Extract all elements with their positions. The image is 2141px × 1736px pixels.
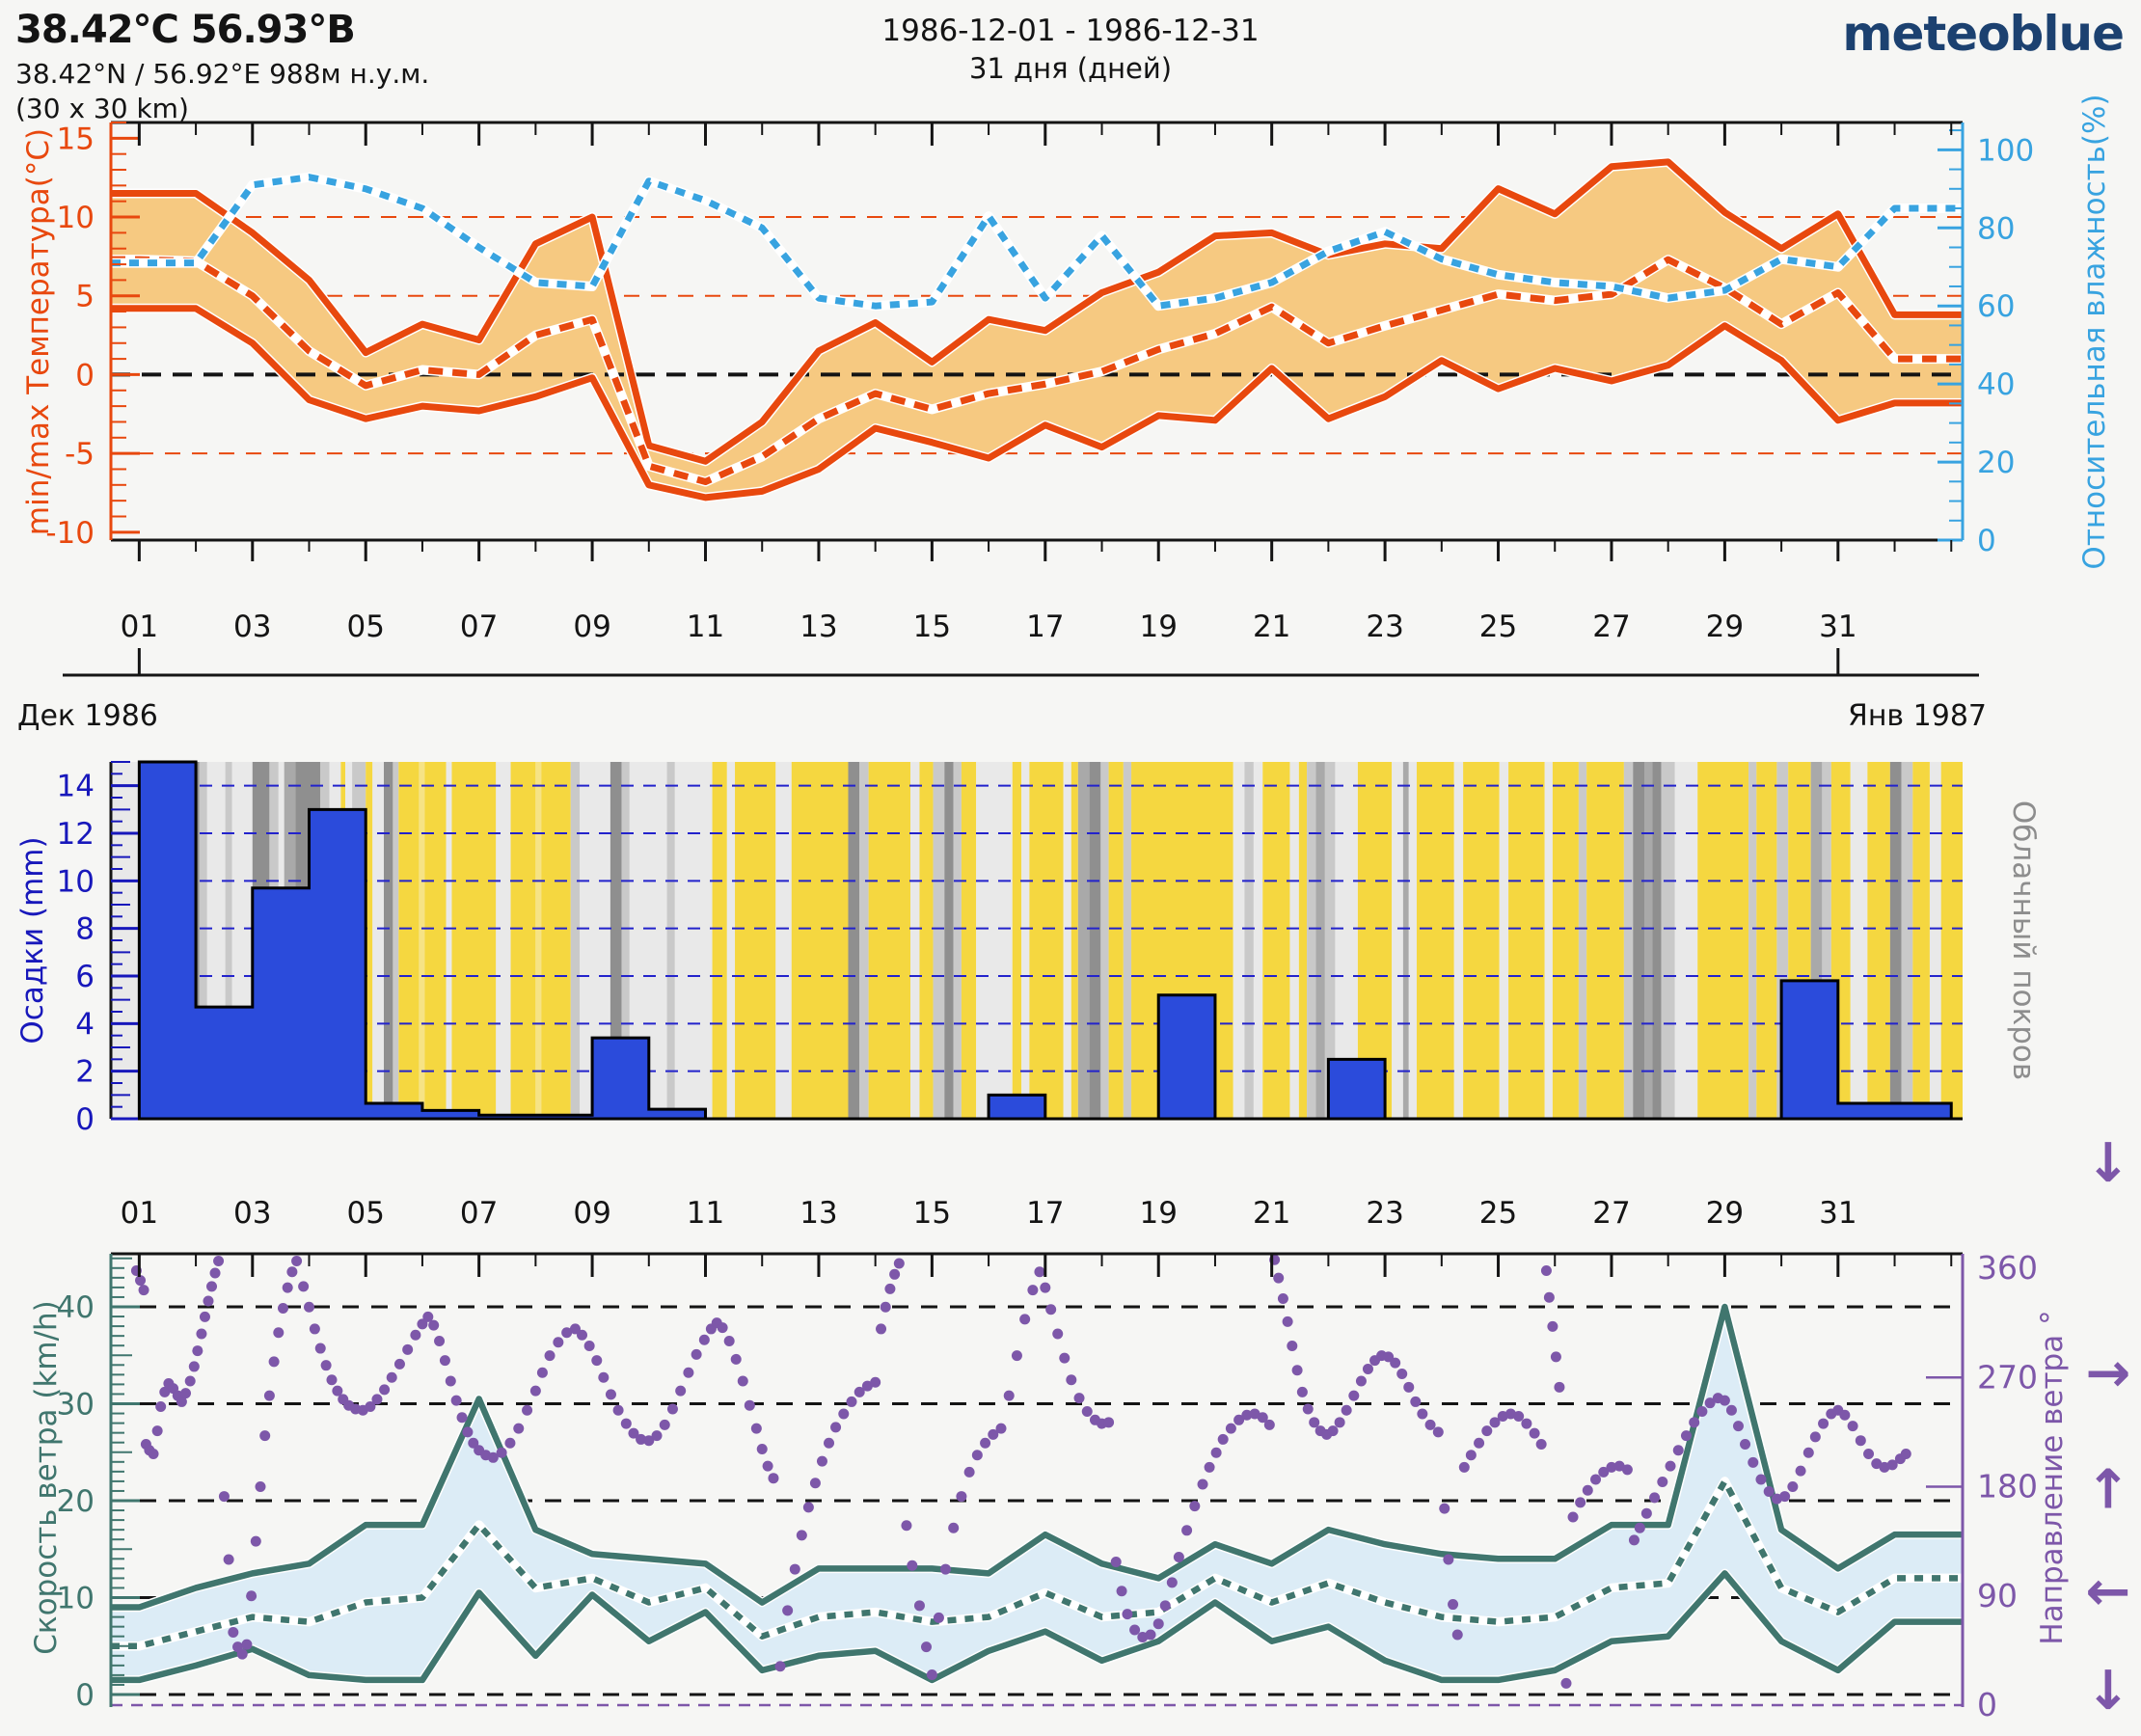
svg-text:05: 05 xyxy=(346,1196,384,1231)
svg-text:10: 10 xyxy=(57,201,95,235)
svg-text:80: 80 xyxy=(1977,211,2015,246)
svg-text:03: 03 xyxy=(233,1196,271,1231)
svg-text:05: 05 xyxy=(346,610,384,644)
svg-text:0: 0 xyxy=(75,1102,95,1137)
svg-text:09: 09 xyxy=(573,1196,610,1231)
svg-text:40: 40 xyxy=(57,1290,95,1325)
svg-text:-5: -5 xyxy=(65,437,95,472)
svg-text:↑: ↑ xyxy=(2086,1459,2131,1522)
svg-text:30: 30 xyxy=(57,1388,95,1423)
svg-text:5: 5 xyxy=(75,280,95,314)
svg-text:11: 11 xyxy=(687,610,724,644)
svg-text:21: 21 xyxy=(1253,1196,1290,1231)
svg-text:29: 29 xyxy=(1706,1196,1744,1231)
svg-text:23: 23 xyxy=(1366,610,1403,644)
svg-text:↓: ↓ xyxy=(2086,1660,2131,1722)
precipitation-cloud-chart: 0 2 4 6 8 10 12 14 xyxy=(57,760,1963,1137)
svg-text:10: 10 xyxy=(57,864,95,899)
svg-text:→: → xyxy=(2086,1342,2131,1404)
svg-text:21: 21 xyxy=(1253,610,1290,644)
svg-text:100: 100 xyxy=(1977,133,2034,168)
svg-text:09: 09 xyxy=(573,610,610,644)
svg-text:0: 0 xyxy=(1977,1686,1997,1723)
svg-text:25: 25 xyxy=(1479,610,1517,644)
svg-text:01: 01 xyxy=(121,1196,158,1231)
svg-text:20: 20 xyxy=(57,1484,95,1519)
svg-text:15: 15 xyxy=(913,1196,951,1231)
meteoblue-logo: meteoblue xyxy=(1842,6,2125,62)
svg-text:20: 20 xyxy=(1977,446,2015,480)
svg-text:13: 13 xyxy=(799,610,837,644)
svg-text:03: 03 xyxy=(233,610,271,644)
month-label-start: Дек 1986 xyxy=(17,699,158,733)
svg-text:0: 0 xyxy=(1977,524,1996,558)
svg-text:90: 90 xyxy=(1977,1577,2018,1614)
svg-text:07: 07 xyxy=(460,610,498,644)
svg-text:23: 23 xyxy=(1366,1196,1403,1231)
month-timeline xyxy=(63,648,1979,677)
svg-text:01: 01 xyxy=(121,610,158,644)
wind-speed-direction-chart: 0 10 20 30 40 01 03 05 07 09 11 13 15 17 19 21 23 25 27 29 3… xyxy=(57,1132,2131,1723)
svg-text:180: 180 xyxy=(1977,1468,2038,1505)
svg-text:←: ← xyxy=(2086,1560,2131,1623)
svg-text:31: 31 xyxy=(1819,610,1856,644)
svg-text:↓: ↓ xyxy=(2086,1132,2131,1195)
svg-text:0: 0 xyxy=(75,358,95,393)
grid-area-label: (30 x 30 km) xyxy=(15,93,189,124)
page-title: 38.42°C 56.93°B xyxy=(15,8,356,52)
svg-text:8: 8 xyxy=(75,912,95,947)
svg-text:13: 13 xyxy=(799,1196,837,1231)
temperature-humidity-chart: 15 10 5 0 -5 -10 100 80 60 40 20 0 01 03 05 07 09 11 13 15 1… xyxy=(45,121,2034,644)
coordinates-subtitle: 38.42°N / 56.92°E 988м н.у.м. xyxy=(15,58,430,90)
svg-text:27: 27 xyxy=(1592,610,1630,644)
svg-text:360: 360 xyxy=(1977,1249,2038,1287)
svg-text:270: 270 xyxy=(1977,1358,2038,1396)
svg-text:19: 19 xyxy=(1140,610,1178,644)
svg-text:14: 14 xyxy=(57,770,95,804)
svg-text:29: 29 xyxy=(1706,610,1744,644)
svg-text:19: 19 xyxy=(1140,1196,1178,1231)
svg-text:-10: -10 xyxy=(45,516,95,551)
month-label-end: Янв 1987 xyxy=(1847,699,1987,733)
svg-text:27: 27 xyxy=(1592,1196,1630,1231)
svg-text:2: 2 xyxy=(75,1055,95,1090)
svg-text:10: 10 xyxy=(57,1582,95,1616)
svg-text:40: 40 xyxy=(1977,367,2015,402)
svg-text:60: 60 xyxy=(1977,289,2015,324)
svg-text:12: 12 xyxy=(57,817,95,852)
svg-text:17: 17 xyxy=(1026,610,1064,644)
days-count-label: 31 дня (дней) xyxy=(968,52,1173,85)
svg-text:15: 15 xyxy=(57,122,95,156)
date-range-label: 1986-12-01 - 1986-12-31 xyxy=(881,14,1260,48)
svg-text:4: 4 xyxy=(75,1007,95,1042)
svg-text:25: 25 xyxy=(1479,1196,1517,1231)
svg-text:11: 11 xyxy=(687,1196,724,1231)
svg-text:31: 31 xyxy=(1819,1196,1856,1231)
svg-text:0: 0 xyxy=(75,1678,95,1713)
svg-text:6: 6 xyxy=(75,960,95,994)
svg-text:07: 07 xyxy=(460,1196,498,1231)
svg-text:15: 15 xyxy=(913,610,951,644)
svg-text:17: 17 xyxy=(1026,1196,1064,1231)
